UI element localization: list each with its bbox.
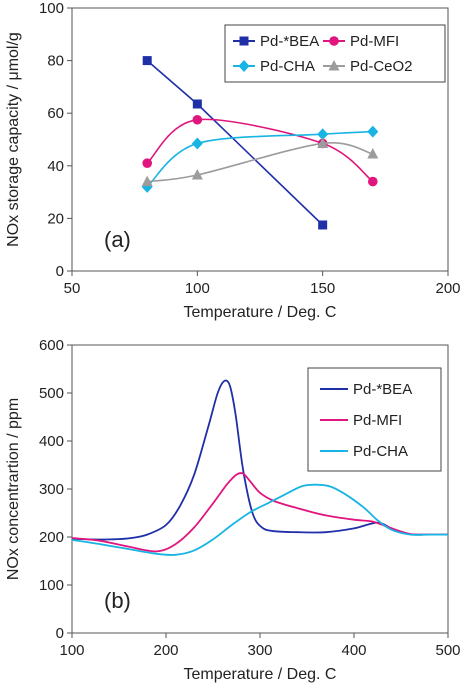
- y-tick-label: 300: [39, 481, 64, 498]
- y-tick-label: 500: [39, 385, 64, 402]
- series-line-pd-mfi: [146, 118, 374, 183]
- legend-label-pd-bea: Pd-*BEA: [260, 33, 319, 50]
- chart-panel-b: 100 200 300 400 5000100200300400500600Temper…: [5, 337, 461, 683]
- data-point-pd-bea: [142, 56, 152, 66]
- legend-label-pd-mfi: Pd-MFI: [353, 412, 402, 429]
- y-tick-label: 400: [39, 433, 64, 450]
- y-tick-label: 40: [47, 158, 64, 175]
- legend-label-pd-cha: Pd-CHA: [353, 443, 408, 460]
- y-tick-label: 0: [56, 263, 64, 280]
- panel-label-b: (b): [104, 588, 131, 613]
- y-axis-label: NOx storage capacity / μmol/g: [5, 32, 22, 247]
- data-point-pd-mfi: [368, 176, 378, 187]
- data-point-pd-cha: [191, 137, 203, 150]
- chart-panel-a: 50 100 150 200 0 20 40 60 80 100 Temperature / Deg…: [5, 0, 461, 321]
- x-tick-label: 300: [247, 642, 272, 659]
- legend-marker-pd-bea: [239, 36, 249, 46]
- x-axis-label: Temperature / Deg. C: [184, 666, 337, 683]
- y-tick-label: 0: [56, 625, 64, 642]
- data-point-pd-mfi: [142, 158, 152, 168]
- y-tick-label: 600: [39, 337, 64, 354]
- data-point-pd-ceo2: [367, 147, 379, 159]
- y-axis-label: NOx concentrartion / ppm: [5, 398, 22, 580]
- data-point-pd-ceo2: [317, 137, 329, 148]
- legend-a: Pd-*BEA Pd-MFI Pd-CHA Pd-CeO2: [224, 24, 446, 83]
- x-tick-label: 200: [153, 642, 178, 659]
- x-axis-label: Temperature / Deg. C: [184, 304, 337, 321]
- x-tick-label: 150: [310, 280, 335, 297]
- y-tick-label: 80: [47, 53, 64, 70]
- y-tick-label: 60: [47, 105, 64, 122]
- legend-marker-pd-ceo2: [328, 60, 340, 71]
- series-line-pd-bea: [146, 59, 324, 226]
- data-point-pd-mfi: [192, 114, 203, 125]
- x-tick-label: 400: [341, 642, 366, 659]
- data-point-pd-cha: [367, 125, 379, 138]
- plot-frame: [71, 7, 449, 272]
- legend-b: Pd-*BEA Pd-MFI Pd-CHA: [307, 367, 442, 472]
- legend-label-pd-bea: Pd-*BEA: [353, 381, 412, 398]
- legend-label-pd-mfi: Pd-MFI: [350, 33, 399, 50]
- legend-label-pd-ceo2: Pd-CeO2: [350, 58, 413, 75]
- legend-marker-pd-mfi: [329, 36, 339, 46]
- data-point-pd-bea: [192, 99, 202, 109]
- series-line-pd-cha: [71, 483, 449, 556]
- data-point-pd-bea: [318, 220, 328, 230]
- x-tick-label: 100: [59, 642, 84, 659]
- legend-box: [224, 24, 446, 83]
- y-tick-label: 100: [39, 577, 64, 594]
- x-tick-label: 50: [64, 280, 81, 297]
- data-point-pd-ceo2: [141, 175, 153, 187]
- x-tick-label: 500: [435, 642, 460, 659]
- data-point-pd-cha: [317, 128, 329, 141]
- legend-label-pd-cha: Pd-CHA: [260, 58, 315, 75]
- series-line-pd-ceo2: [147, 142, 374, 183]
- x-tick-label: 200: [435, 280, 460, 297]
- series-line-pd-mfi: [71, 472, 449, 553]
- x-tick-label: 100: [185, 280, 210, 297]
- y-tick-label: 200: [39, 529, 64, 546]
- y-tick-label: 100: [39, 0, 64, 17]
- panel-label-a: (a): [104, 227, 131, 252]
- y-tick-label: 20: [47, 210, 64, 227]
- data-point-pd-ceo2: [191, 169, 203, 180]
- series-line-pd-cha: [146, 130, 373, 188]
- legend-marker-pd-cha: [238, 60, 250, 72]
